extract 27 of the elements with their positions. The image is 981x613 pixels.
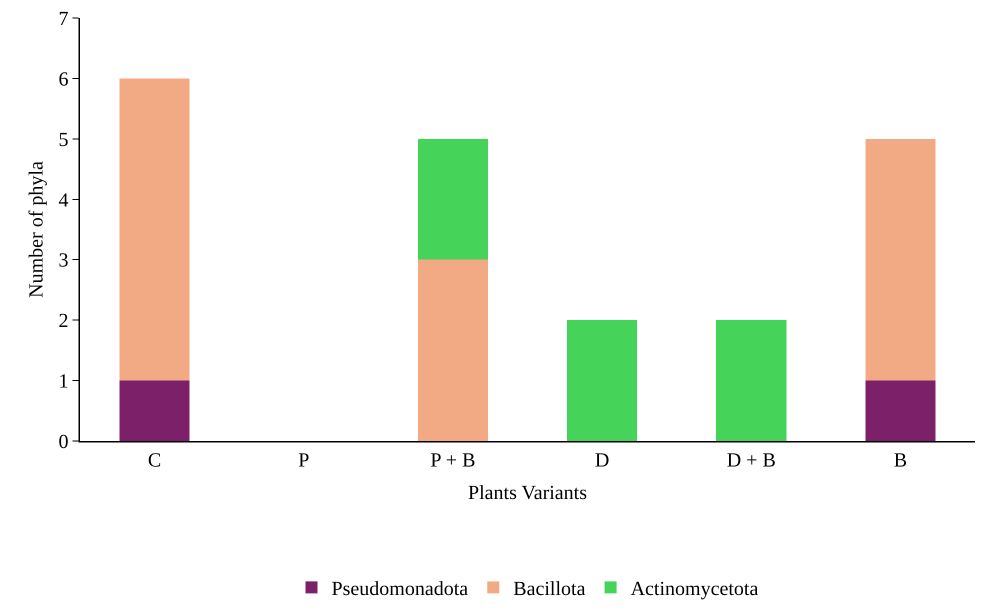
x-tick-label: P + B	[430, 450, 476, 472]
y-tick-label: 0	[58, 431, 68, 453]
x-tick-label: D + B	[726, 450, 776, 472]
legend-label: Actinomycetota	[630, 578, 758, 600]
bar	[418, 138, 488, 260]
bar	[567, 320, 638, 441]
bar	[865, 138, 936, 381]
y-axis-title: Number of phyla	[25, 161, 48, 298]
bar	[716, 320, 786, 441]
legend-label: Bacillota	[513, 578, 586, 600]
x-tick-label: C	[148, 450, 162, 472]
x-axis-title: Plants Variants	[468, 482, 588, 504]
y-tick-label: 7	[58, 8, 68, 30]
y-tick-label: 5	[58, 128, 68, 151]
bar	[120, 78, 190, 381]
legend-label: Pseudomonadota	[332, 578, 468, 600]
bar	[865, 380, 936, 441]
y-tick-label: 6	[58, 68, 68, 90]
bar	[418, 260, 488, 441]
bar	[120, 380, 190, 441]
y-tick-label: 2	[58, 310, 68, 332]
y-tick-label: 3	[58, 250, 68, 272]
x-tick-label: D	[594, 450, 610, 472]
x-tick-label: P	[298, 450, 310, 472]
y-tick-label: 1	[58, 370, 68, 393]
x-tick-label: B	[894, 450, 908, 472]
y-tick-label: 4	[58, 189, 68, 212]
